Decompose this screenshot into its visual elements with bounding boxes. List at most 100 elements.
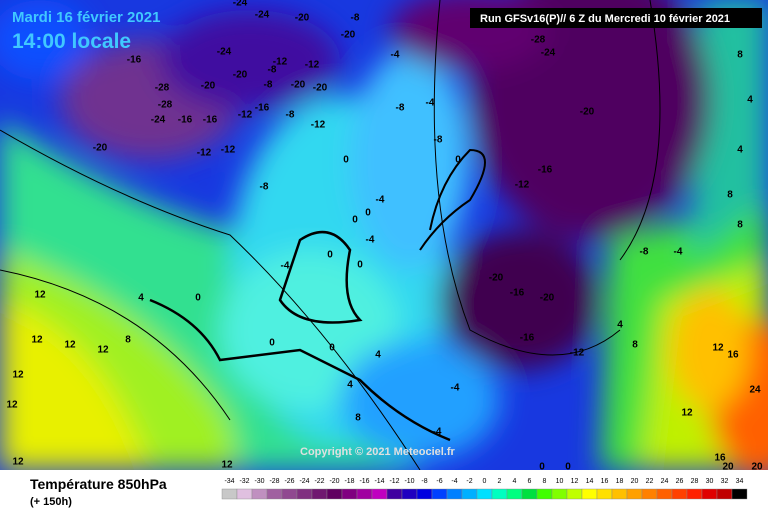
- legend-swatch: [236, 488, 253, 500]
- contour-label: 12: [681, 408, 693, 419]
- legend-label: -22: [314, 478, 324, 485]
- copyright: Copyright © 2021 Meteociel.fr: [300, 446, 456, 458]
- contour-label: -20: [313, 83, 328, 94]
- contour-label: -4: [391, 50, 400, 61]
- legend-swatch: [356, 488, 373, 500]
- legend-swatch: [311, 488, 328, 500]
- contour-label: -8: [260, 182, 269, 193]
- contour-label: -4: [281, 261, 290, 272]
- contour-label: 24: [749, 385, 761, 396]
- legend-label: 16: [601, 478, 609, 485]
- contour-label: -20: [233, 70, 248, 81]
- contour-label: -24: [217, 47, 232, 58]
- contour-label: -8: [286, 110, 295, 121]
- legend-label: 30: [706, 478, 714, 485]
- legend-label: -24: [299, 478, 309, 485]
- contour-label: -28: [155, 83, 170, 94]
- contour-label: 8: [727, 190, 733, 201]
- legend-label: -34: [224, 478, 234, 485]
- contour-label: -8: [264, 80, 273, 91]
- legend-label: 12: [571, 478, 579, 485]
- legend-swatch: [431, 488, 448, 500]
- legend-swatch: [386, 488, 403, 500]
- legend-label: 24: [661, 478, 669, 485]
- run-box: [470, 8, 762, 28]
- contour-label: -20: [201, 81, 216, 92]
- contour-label: 0: [269, 338, 275, 349]
- legend-swatch: [296, 488, 313, 500]
- contour-label: 8: [355, 413, 361, 424]
- legend-swatch: [731, 488, 748, 500]
- contour-label: 4: [347, 380, 353, 391]
- legend-label: 34: [736, 478, 744, 485]
- contour-label: -20: [341, 30, 356, 41]
- contour-label: 20: [751, 462, 763, 473]
- legend-swatch: [251, 488, 268, 500]
- contour-label: -20: [295, 13, 310, 24]
- contour-label: -8: [434, 135, 443, 146]
- legend-label: 28: [691, 478, 699, 485]
- contour-label: 0: [455, 155, 461, 166]
- legend-swatch: [551, 488, 568, 500]
- legend-swatch: [491, 488, 508, 500]
- legend-label: 0: [483, 478, 487, 485]
- legend-label: 14: [586, 478, 594, 485]
- contour-label: -16: [127, 55, 142, 66]
- legend-swatch: [326, 488, 343, 500]
- contour-label: -24: [541, 48, 556, 59]
- contour-label: 0: [365, 208, 371, 219]
- legend-swatch: [581, 488, 598, 500]
- contour-label: 12: [97, 345, 109, 356]
- legend-label: 2: [498, 478, 502, 485]
- legend-swatch: [521, 488, 538, 500]
- contour-label: 12: [64, 340, 76, 351]
- legend-label: -26: [284, 478, 294, 485]
- contour-label: 12: [712, 343, 724, 354]
- legend-swatch: [281, 488, 298, 500]
- contour-label: 8: [125, 335, 131, 346]
- contour-label: -28: [158, 100, 173, 111]
- legend-swatch: [401, 488, 418, 500]
- color-legend: -34 -32 -30 -28 -26 -24 -22 -20 -18 -16 -14 -12 -10-…: [221, 478, 748, 500]
- contour-label: -24: [151, 115, 166, 126]
- contour-label: -12: [197, 148, 212, 159]
- legend-label: 26: [676, 478, 684, 485]
- legend-label: -16: [359, 478, 369, 485]
- contour-label: 0: [195, 293, 201, 304]
- contour-label: -4: [426, 98, 435, 109]
- contour-label: 0: [565, 462, 571, 473]
- contour-label: -24: [255, 10, 270, 21]
- contour-label: 0: [327, 250, 333, 261]
- footer-lead: (+ 150h): [30, 496, 72, 508]
- contour-label: -4: [376, 195, 385, 206]
- contour-label: -16: [520, 333, 535, 344]
- contour-label: 0: [352, 215, 358, 226]
- legend-swatch: [446, 488, 463, 500]
- contour-label: 12: [221, 460, 233, 471]
- contour-label: 0: [539, 462, 545, 473]
- contour-label: -8: [640, 247, 649, 258]
- legend-label: -14: [374, 478, 384, 485]
- legend-swatch: [371, 488, 388, 500]
- contour-label: -16: [178, 115, 193, 126]
- contour-label: -28: [531, 35, 546, 46]
- contour-label: 16: [714, 453, 726, 464]
- legend-swatch: [596, 488, 613, 500]
- legend-swatch: [566, 488, 583, 500]
- legend-swatch: [656, 488, 673, 500]
- contour-label: 4: [737, 145, 743, 156]
- contour-label: 16: [727, 350, 739, 361]
- legend-swatch: [716, 488, 733, 500]
- legend-label: -18: [344, 478, 354, 485]
- contour-label: -20: [580, 107, 595, 118]
- contour-label: -20: [540, 293, 555, 304]
- legend-label: 20: [631, 478, 639, 485]
- contour-label: 12: [12, 457, 24, 468]
- contour-label: 0: [343, 155, 349, 166]
- time: 14:00 locale: [12, 30, 131, 53]
- contour-label: 0: [329, 343, 335, 354]
- legend-label: 22: [646, 478, 654, 485]
- legend-label: -20: [329, 478, 339, 485]
- contour-label: 4: [747, 95, 753, 106]
- legend-swatch: [686, 488, 703, 500]
